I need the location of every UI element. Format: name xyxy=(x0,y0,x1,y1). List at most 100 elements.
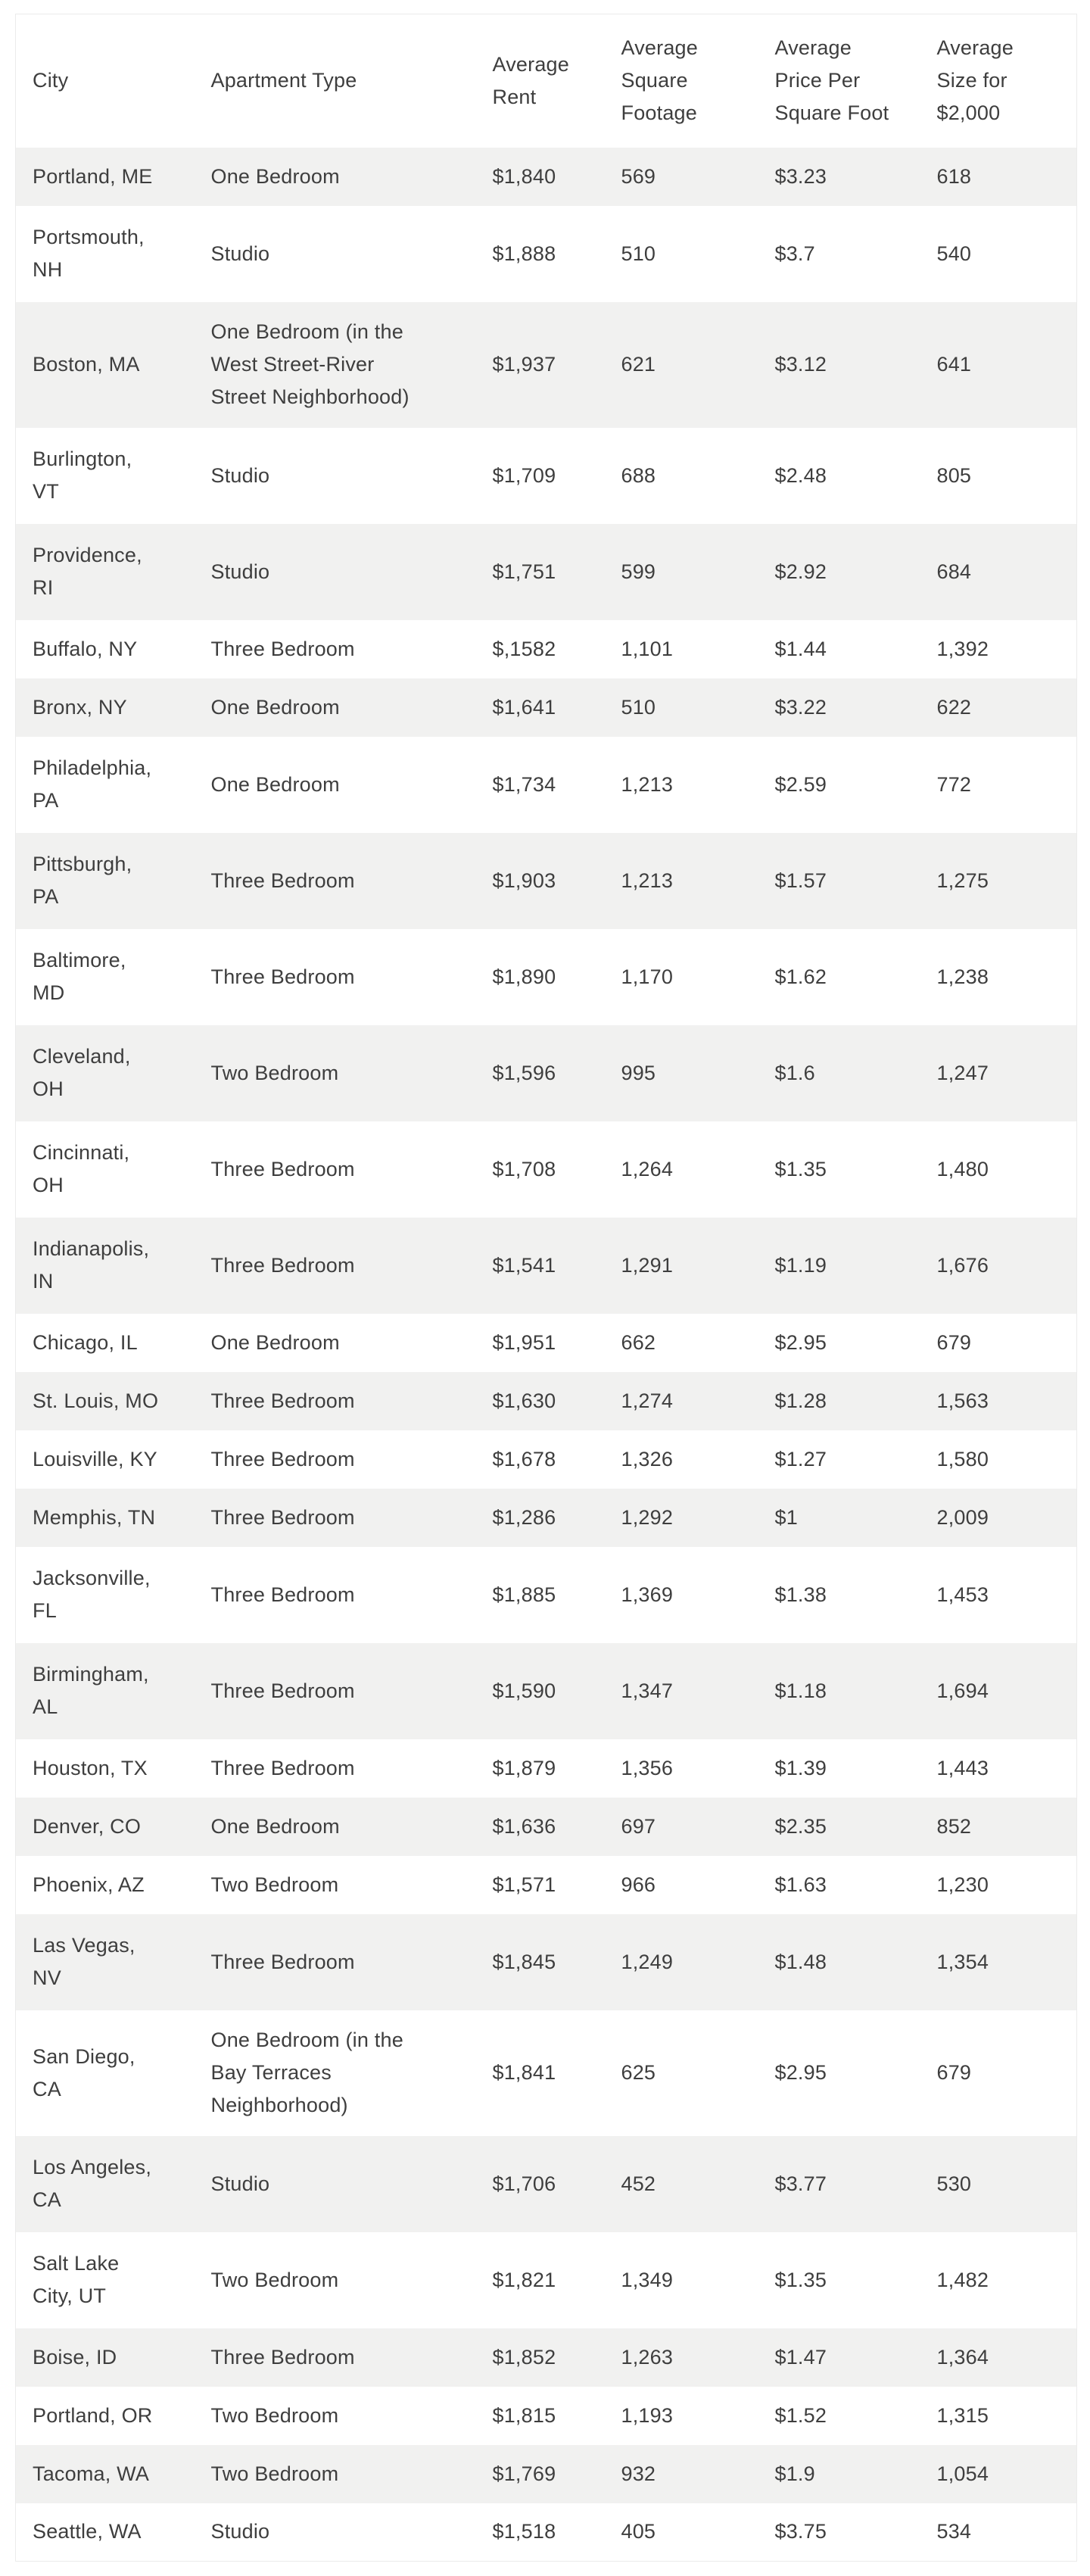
cell-average-rent: $1,885 xyxy=(492,1583,556,1606)
column-header-average-rent: Average Rent xyxy=(492,52,569,108)
cell-average-rent: $1,541 xyxy=(492,1253,556,1277)
cell-average-price-per-square-foot: $1.28 xyxy=(774,1389,827,1412)
cell-city: Houston, TX xyxy=(33,1756,148,1779)
cell-average-square-footage: 625 xyxy=(621,2061,656,2084)
cell-apartment-type: Three Bedroom xyxy=(210,637,355,660)
cell-average-square-footage: 1,326 xyxy=(621,1447,674,1470)
cell-average-square-footage: 1,101 xyxy=(621,637,674,660)
cell-city: Louisville, KY xyxy=(33,1447,157,1470)
cell-average-square-footage: 1,292 xyxy=(621,1505,674,1529)
table-row: Seattle, WA Studio $1,518 405 $3.75 534 xyxy=(15,2503,1077,2562)
cell-average-rent: $1,571 xyxy=(492,1873,556,1896)
cell-average-price-per-square-foot: $3.75 xyxy=(774,2520,827,2543)
cell-average-square-footage: 510 xyxy=(621,242,656,265)
cell-city: Boston, MA xyxy=(33,353,140,376)
cell-average-square-footage: 995 xyxy=(621,1061,656,1084)
cell-average-square-footage: 621 xyxy=(621,353,656,376)
table-row: San Diego, CA One Bedroom (in the Bay Ter… xyxy=(15,2010,1077,2136)
cell-average-price-per-square-foot: $2.92 xyxy=(774,560,827,583)
cell-average-price-per-square-foot: $3.77 xyxy=(774,2172,827,2195)
table-row: Houston, TX Three Bedroom $1,879 1,356 $1.39… xyxy=(15,1739,1077,1798)
cell-average-size-for-2000: 1,275 xyxy=(936,869,989,892)
cell-average-price-per-square-foot: $1 xyxy=(774,1505,798,1529)
cell-apartment-type: Three Bedroom xyxy=(210,1253,355,1277)
cell-average-rent: $1,890 xyxy=(492,965,556,988)
cell-city: Seattle, WA xyxy=(33,2520,142,2543)
cell-average-size-for-2000: 2,009 xyxy=(936,1505,989,1529)
cell-average-size-for-2000: 1,482 xyxy=(936,2268,989,2291)
cell-apartment-type: Studio xyxy=(210,2172,270,2195)
table-row: Louisville, KY Three Bedroom $1,678 1,326 $1… xyxy=(15,1430,1077,1489)
cell-apartment-type: One Bedroom xyxy=(210,695,340,719)
cell-apartment-type: One Bedroom xyxy=(210,772,340,796)
cell-average-size-for-2000: 805 xyxy=(936,463,972,487)
column-header-average-square-footage: Average Square Footage xyxy=(621,36,698,125)
cell-average-price-per-square-foot: $1.35 xyxy=(774,1157,827,1180)
cell-apartment-type: Three Bedroom xyxy=(210,1756,355,1779)
cell-city: Los Angeles, CA xyxy=(33,2156,152,2211)
cell-apartment-type: Three Bedroom xyxy=(210,965,355,988)
cell-average-rent: $1,951 xyxy=(492,1330,556,1354)
table-header-row: City Apartment Type Average Rent Average… xyxy=(15,14,1077,148)
cell-apartment-type: Two Bedroom xyxy=(210,1061,339,1084)
cell-average-price-per-square-foot: $1.18 xyxy=(774,1679,827,1702)
column-header-apartment-type: Apartment Type xyxy=(210,69,357,92)
cell-average-rent: $1,286 xyxy=(492,1505,556,1529)
table-row: Boston, MA One Bedroom (in the West Stree… xyxy=(15,301,1077,428)
cell-apartment-type: One Bedroom xyxy=(210,1330,340,1354)
cell-average-size-for-2000: 684 xyxy=(936,560,972,583)
cell-apartment-type: Three Bedroom xyxy=(210,1950,355,1973)
cell-average-square-footage: 1,369 xyxy=(621,1583,674,1606)
cell-city: Portland, ME xyxy=(33,164,153,188)
cell-average-size-for-2000: 534 xyxy=(936,2520,972,2543)
cell-average-size-for-2000: 1,563 xyxy=(936,1389,989,1412)
cell-average-square-footage: 405 xyxy=(621,2520,656,2543)
cell-apartment-type: Three Bedroom xyxy=(210,1583,355,1606)
cell-average-size-for-2000: 641 xyxy=(936,353,972,376)
cell-average-square-footage: 1,213 xyxy=(621,772,674,796)
cell-average-rent: $1,821 xyxy=(492,2268,556,2291)
cell-average-rent: $1,706 xyxy=(492,2172,556,2195)
cell-city: Salt Lake City, UT xyxy=(33,2252,120,2307)
cell-city: Burlington, VT xyxy=(33,448,132,503)
cell-average-rent: $1,630 xyxy=(492,1389,556,1412)
cell-average-size-for-2000: 1,392 xyxy=(936,637,989,660)
cell-average-price-per-square-foot: $1.44 xyxy=(774,637,827,660)
cell-average-rent: $1,708 xyxy=(492,1157,556,1180)
cell-city: Boise, ID xyxy=(33,2345,117,2369)
cell-apartment-type: Three Bedroom xyxy=(210,2345,355,2369)
cell-average-rent: $1,641 xyxy=(492,695,556,719)
cell-average-size-for-2000: 622 xyxy=(936,695,972,719)
table-row: Chicago, IL One Bedroom $1,951 662 $2.95 679 xyxy=(15,1313,1077,1372)
table-row: Denver, CO One Bedroom $1,636 697 $2.35 852 xyxy=(15,1797,1077,1856)
cell-city: Indianapolis, IN xyxy=(33,1237,150,1293)
cell-average-price-per-square-foot: $1.27 xyxy=(774,1447,827,1470)
cell-apartment-type: One Bedroom xyxy=(210,1814,340,1838)
cell-apartment-type: Three Bedroom xyxy=(210,1447,355,1470)
cell-average-rent: $1,636 xyxy=(492,1814,556,1838)
cell-average-price-per-square-foot: $1.57 xyxy=(774,869,827,892)
cell-average-rent: $1,518 xyxy=(492,2520,556,2543)
table-row: Tacoma, WA Two Bedroom $1,769 932 $1.9 1,054 xyxy=(15,2444,1077,2503)
cell-city: Pittsburgh, PA xyxy=(33,853,132,908)
column-header-average-size-for-2000: Average Size for $2,000 xyxy=(936,36,1014,125)
cell-apartment-type: One Bedroom (in the West Street-River St… xyxy=(210,320,410,408)
cell-city: Memphis, TN xyxy=(33,1505,156,1529)
table-row: Jacksonville, FL Three Bedroom $1,885 1,369… xyxy=(15,1546,1077,1643)
cell-average-rent: $,1582 xyxy=(492,637,556,660)
cell-average-square-footage: 452 xyxy=(621,2172,656,2195)
cell-average-rent: $1,769 xyxy=(492,2462,556,2485)
cell-average-price-per-square-foot: $3.23 xyxy=(774,164,827,188)
cell-city: Phoenix, AZ xyxy=(33,1873,145,1896)
cell-apartment-type: Two Bedroom xyxy=(210,2268,339,2291)
table-row: Philadelphia, PA One Bedroom $1,734 1,213 $2… xyxy=(15,736,1077,833)
cell-apartment-type: One Bedroom (in the Bay Terraces Neighbo… xyxy=(210,2029,403,2116)
cell-apartment-type: Studio xyxy=(210,560,270,583)
cell-average-square-footage: 662 xyxy=(621,1330,656,1354)
table-row: Indianapolis, IN Three Bedroom $1,541 1,291… xyxy=(15,1217,1077,1314)
cell-average-rent: $1,937 xyxy=(492,353,556,376)
cell-average-rent: $1,734 xyxy=(492,772,556,796)
table-row: Las Vegas, NV Three Bedroom $1,845 1,249 $1.… xyxy=(15,1913,1077,2010)
cell-city: Jacksonville, FL xyxy=(33,1567,151,1622)
cell-average-size-for-2000: 540 xyxy=(936,242,972,265)
